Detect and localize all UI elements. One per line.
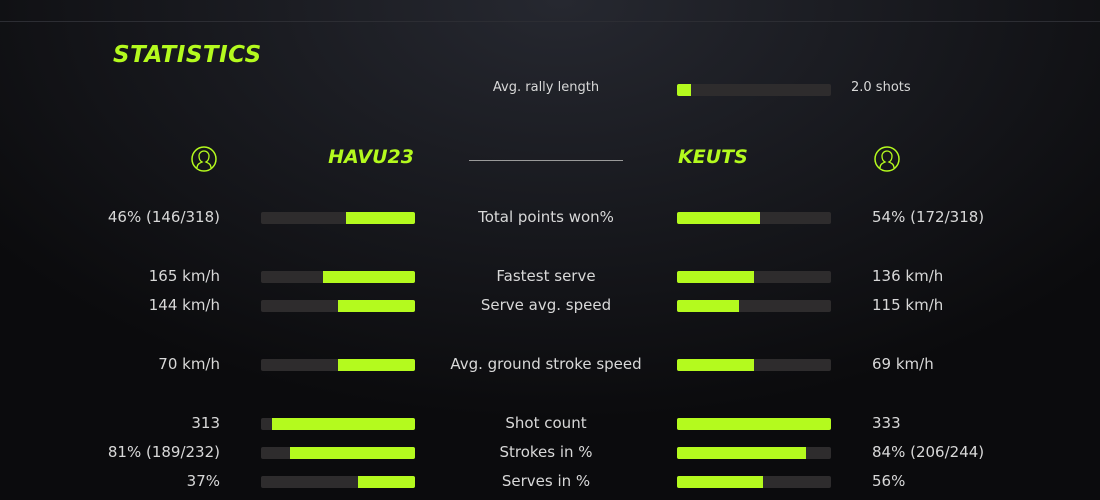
- stat-row: 165 km/h Fastest serve 136 km/h: [0, 267, 1100, 287]
- rally-value: 2.0 shots: [851, 80, 911, 95]
- stat-left-bar-fill: [338, 359, 415, 371]
- rally-bar-fill: [677, 84, 691, 96]
- stat-row: 46% (146/318) Total points won% 54% (172…: [0, 208, 1100, 228]
- stat-left-value: 81% (189/232): [107, 443, 220, 461]
- user-circle-icon: [874, 146, 900, 172]
- stat-left-bar-fill: [271, 418, 415, 430]
- user-circle-icon: [191, 146, 217, 172]
- stat-right-bar-fill: [677, 271, 754, 283]
- stat-row: 37% Serves in % 56%: [0, 472, 1100, 492]
- stat-right-bar: [677, 476, 831, 488]
- stat-right-value: 333: [872, 414, 901, 432]
- stat-row: 313 Shot count 333: [0, 414, 1100, 434]
- stat-right-bar: [677, 300, 831, 312]
- stat-right-value: 56%: [872, 472, 906, 490]
- stat-left-bar-fill: [290, 447, 415, 459]
- stat-right-value: 69 km/h: [872, 355, 934, 373]
- stat-row: 70 km/h Avg. ground stroke speed 69 km/h: [0, 355, 1100, 375]
- stat-left-value: 144 km/h: [148, 296, 220, 314]
- stat-right-value: 136 km/h: [872, 267, 944, 285]
- stat-label: Avg. ground stroke speed: [450, 355, 642, 373]
- stat-left-bar-fill: [322, 271, 415, 283]
- stat-left-value: 70 km/h: [158, 355, 220, 373]
- stat-left-bar: [261, 447, 415, 459]
- stat-right-bar-fill: [677, 447, 807, 459]
- stat-right-bar-fill: [677, 212, 761, 224]
- stat-right-bar-fill: [677, 300, 739, 312]
- stat-right-bar: [677, 418, 831, 430]
- stat-label: Total points won%: [478, 208, 614, 226]
- stat-label: Fastest serve: [496, 267, 596, 285]
- top-divider: [0, 21, 1100, 22]
- stat-left-bar-fill: [338, 300, 415, 312]
- stat-row: 81% (189/232) Strokes in % 84% (206/244): [0, 443, 1100, 463]
- stat-left-bar: [261, 418, 415, 430]
- stat-right-value: 115 km/h: [872, 296, 944, 314]
- stat-left-bar-fill: [358, 476, 415, 488]
- rally-label: Avg. rally length: [492, 80, 600, 95]
- stat-right-bar: [677, 359, 831, 371]
- stat-right-bar-fill: [677, 418, 831, 430]
- stat-right-value: 54% (172/318): [872, 208, 985, 226]
- stat-right-bar: [677, 271, 831, 283]
- stat-right-bar: [677, 447, 831, 459]
- stat-label: Serves in %: [501, 472, 591, 490]
- stat-left-bar: [261, 212, 415, 224]
- player-left-name: HAVU23: [328, 146, 414, 168]
- stat-left-bar: [261, 359, 415, 371]
- stat-left-bar: [261, 271, 415, 283]
- stat-label: Shot count: [505, 414, 587, 432]
- page-title: STATISTICS: [113, 42, 262, 68]
- stat-left-value: 313: [191, 414, 220, 432]
- stat-left-value: 165 km/h: [148, 267, 220, 285]
- header-divider: [469, 160, 623, 161]
- stat-row: 144 km/h Serve avg. speed 115 km/h: [0, 296, 1100, 316]
- stat-right-bar: [677, 212, 831, 224]
- stat-left-value: 37%: [186, 472, 220, 490]
- stat-right-bar-fill: [677, 359, 754, 371]
- rally-row: Avg. rally length 2.0 shots: [0, 80, 1100, 100]
- stat-right-value: 84% (206/244): [872, 443, 985, 461]
- stat-left-bar: [261, 476, 415, 488]
- player-right-name: KEUTS: [678, 146, 748, 168]
- rally-bar: [677, 84, 831, 96]
- stat-left-bar: [261, 300, 415, 312]
- stat-label: Strokes in %: [499, 443, 593, 461]
- stat-left-value: 46% (146/318): [107, 208, 220, 226]
- stat-label: Serve avg. speed: [480, 296, 612, 314]
- stat-right-bar-fill: [677, 476, 764, 488]
- stat-left-bar-fill: [345, 212, 415, 224]
